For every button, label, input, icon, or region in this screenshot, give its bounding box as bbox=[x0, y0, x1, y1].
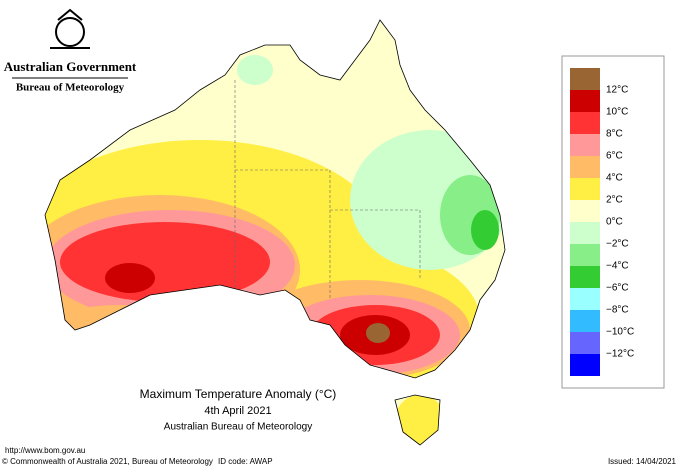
legend-label: −8°C bbox=[606, 305, 629, 316]
legend-swatch bbox=[570, 90, 600, 112]
url: http://www.bom.gov.au bbox=[5, 446, 85, 455]
legend-label: −12°C bbox=[606, 349, 634, 360]
state-borders bbox=[234, 80, 421, 300]
legend-swatch bbox=[570, 112, 600, 134]
government-name: Australian Government bbox=[4, 59, 137, 74]
legend-label: 12°C bbox=[606, 85, 628, 96]
legend-label: 4°C bbox=[606, 173, 623, 184]
legend-label: −6°C bbox=[606, 283, 629, 294]
legend-swatch bbox=[570, 266, 600, 288]
legend-swatch bbox=[570, 222, 600, 244]
legend-label: 8°C bbox=[606, 129, 623, 140]
legend-label: 6°C bbox=[606, 151, 623, 162]
legend-swatch bbox=[570, 332, 600, 354]
legend-swatch bbox=[570, 288, 600, 310]
legend-swatch bbox=[570, 178, 600, 200]
legend-label: 10°C bbox=[606, 107, 628, 118]
bureau-name: Bureau of Meteorology bbox=[16, 82, 125, 94]
legend-swatch bbox=[570, 134, 600, 156]
legend-swatch bbox=[570, 244, 600, 266]
legend-swatch bbox=[570, 310, 600, 332]
legend-label: −4°C bbox=[606, 261, 629, 272]
legend-label: −10°C bbox=[606, 327, 634, 338]
legend-swatch bbox=[570, 354, 600, 376]
legend-label: −2°C bbox=[606, 239, 629, 250]
legend-swatch bbox=[570, 68, 600, 90]
map-source: Australian Bureau of Meteorology bbox=[164, 422, 312, 433]
coastline bbox=[44, 19, 506, 446]
map-title: Maximum Temperature Anomaly (°C) bbox=[140, 387, 337, 401]
map-date: 4th April 2021 bbox=[204, 405, 271, 417]
legend-swatch bbox=[570, 200, 600, 222]
id-code: ID code: AWAP bbox=[218, 457, 273, 466]
legend-label: 0°C bbox=[606, 217, 623, 228]
legend-label: 2°C bbox=[606, 195, 623, 206]
legend: 12°C 10°C 8°C 6°C 4°C 2°C 0°C −2°C −4°C −6°C −8°C −… bbox=[561, 55, 665, 389]
legend-swatch bbox=[570, 156, 600, 178]
crest bbox=[50, 8, 90, 49]
copyright: © Commonwealth of Australia 2021, Bureau… bbox=[2, 457, 213, 466]
issued-date: Issued: 14/04/2021 bbox=[608, 457, 677, 466]
